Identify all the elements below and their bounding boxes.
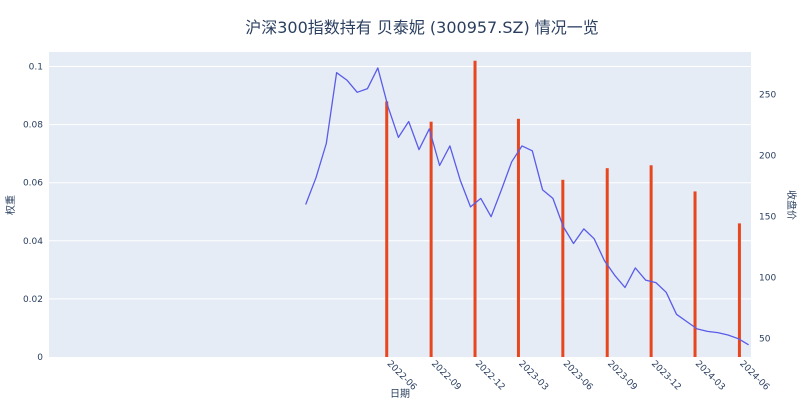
bar	[429, 121, 433, 357]
price-line	[305, 67, 749, 346]
bar	[385, 101, 389, 357]
y-left-tick-label: 0.08	[23, 121, 43, 131]
bar	[516, 118, 520, 357]
grid-lines	[49, 66, 751, 300]
x-tick-label: 2023-03	[516, 359, 550, 393]
bar	[561, 179, 565, 357]
x-ticks: 2022-06 2022-09 2022-12 2023-03 2023-06 2023-…	[385, 359, 772, 393]
y-left-axis-label: 权重	[4, 195, 17, 215]
y-right-tick-label: 250	[759, 91, 776, 101]
y-right-tick-label: 100	[759, 274, 776, 284]
bar	[737, 223, 741, 357]
plot-area	[49, 52, 751, 357]
bar	[649, 165, 653, 357]
y-right-tick-label: 150	[759, 213, 776, 223]
weight-bars	[385, 60, 741, 357]
y-right-axis-label: 收盘价	[785, 190, 798, 220]
x-tick-label: 2022-06	[385, 359, 419, 393]
y-left-tick-label: 0	[37, 353, 43, 363]
bar	[605, 168, 609, 357]
y-left-tick-label: 0.02	[23, 295, 43, 305]
x-tick-label: 2022-09	[429, 359, 463, 393]
x-tick-label: 2024-03	[693, 359, 727, 393]
x-tick-label: 2023-12	[649, 359, 683, 393]
y-left-tick-label: 0.1	[29, 63, 43, 73]
bar	[473, 60, 477, 357]
x-tick-label: 2024-06	[737, 359, 771, 393]
x-tick-label: 2023-09	[605, 359, 639, 393]
x-axis-label: 日期	[390, 388, 410, 400]
y-left-ticks: 0 0.02 0.04 0.06 0.08 0.1	[23, 63, 43, 363]
x-tick-label: 2022-12	[473, 359, 507, 393]
y-right-ticks: 50 100 150 200 250	[759, 91, 776, 345]
y-right-tick-label: 50	[759, 335, 771, 345]
chart-title: 沪深300指数持有 贝泰妮 (300957.SZ) 情况一览	[245, 18, 599, 37]
bar	[693, 191, 697, 357]
y-left-tick-label: 0.04	[23, 237, 43, 247]
y-right-tick-label: 200	[759, 152, 776, 162]
close-price-line	[305, 67, 749, 346]
x-tick-label: 2023-06	[561, 359, 595, 393]
y-left-tick-label: 0.06	[23, 179, 43, 189]
